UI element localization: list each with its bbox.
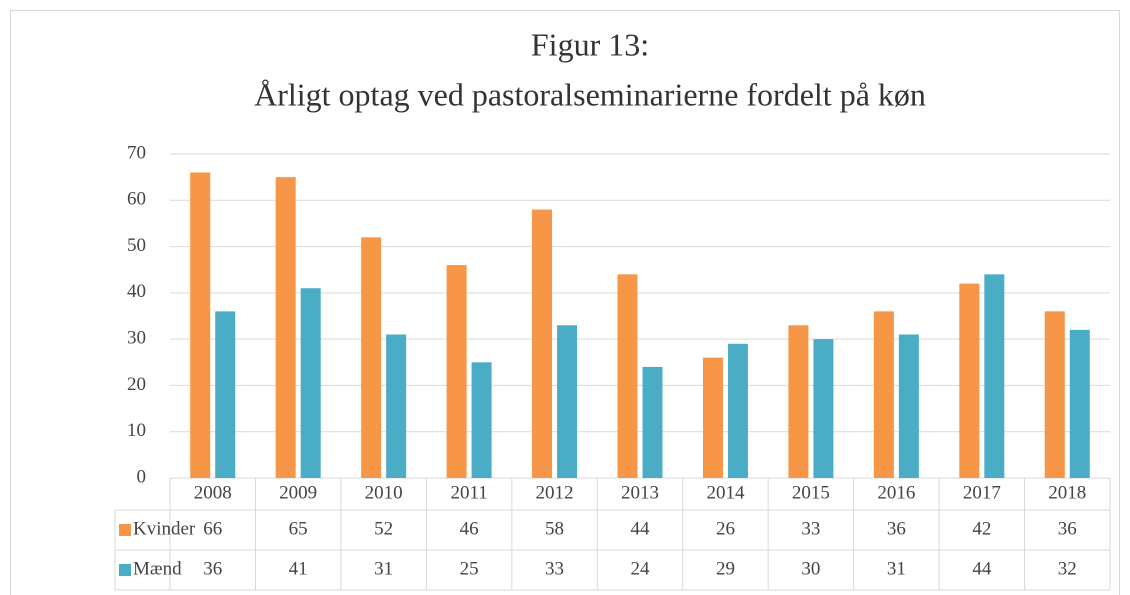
x-tick-label: 2008 — [194, 482, 232, 503]
bar — [788, 325, 809, 478]
y-tick-label: 70 — [127, 142, 146, 163]
table-value: 26 — [716, 518, 735, 539]
y-tick-label: 0 — [137, 466, 147, 487]
table-value: 36 — [1058, 518, 1077, 539]
bar — [446, 265, 467, 478]
x-tick-label: 2011 — [450, 482, 487, 503]
y-tick-label: 60 — [127, 189, 146, 210]
y-tick-label: 10 — [127, 420, 146, 441]
table-value: 52 — [374, 518, 393, 539]
table-value: 30 — [801, 558, 820, 579]
table-value: 46 — [460, 518, 479, 539]
table-value: 44 — [631, 518, 651, 539]
x-tick-label: 2016 — [877, 482, 915, 503]
bar — [898, 334, 919, 478]
table-value: 24 — [631, 558, 651, 579]
bar — [1044, 311, 1065, 478]
legend-swatch — [119, 524, 131, 536]
y-tick-label: 40 — [127, 281, 146, 302]
bar — [617, 274, 638, 478]
y-tick-label: 30 — [127, 328, 146, 349]
bar — [471, 362, 492, 478]
table-value: 33 — [801, 518, 820, 539]
bar — [557, 325, 578, 478]
bar — [727, 343, 748, 478]
bar — [702, 357, 723, 478]
bar — [532, 209, 553, 479]
x-tick-label: 2013 — [621, 482, 659, 503]
table-value: 33 — [545, 558, 564, 579]
bar — [984, 274, 1005, 478]
bar — [873, 311, 894, 478]
y-tick-label: 50 — [127, 235, 146, 256]
table-value: 25 — [460, 558, 479, 579]
legend-swatch — [119, 564, 131, 576]
bar — [300, 288, 321, 478]
table-value: 58 — [545, 518, 564, 539]
x-tick-label: 2012 — [536, 482, 574, 503]
x-tick-label: 2009 — [279, 482, 317, 503]
table-value: 36 — [887, 518, 906, 539]
x-tick-label: 2010 — [365, 482, 403, 503]
table-value: 42 — [972, 518, 991, 539]
table-value: 65 — [289, 518, 308, 539]
table-value: 41 — [289, 558, 308, 579]
table-value: 66 — [203, 518, 222, 539]
bar — [813, 339, 834, 478]
bar — [361, 237, 382, 478]
bar — [275, 177, 296, 478]
x-tick-label: 2015 — [792, 482, 830, 503]
x-tick-label: 2017 — [963, 482, 1001, 503]
y-tick-label: 20 — [127, 374, 146, 395]
table-value: 31 — [374, 558, 393, 579]
table-value: 44 — [972, 558, 992, 579]
bar — [190, 172, 211, 478]
table-value: 36 — [203, 558, 222, 579]
table-value: 31 — [887, 558, 906, 579]
chart-title: Årligt optag ved pastoralseminarierne fo… — [254, 76, 926, 112]
legend-label: Kvinder — [133, 518, 196, 539]
bar — [642, 366, 663, 478]
bar — [215, 311, 236, 478]
bar — [959, 283, 980, 478]
bar — [386, 334, 407, 478]
table-value: 29 — [716, 558, 735, 579]
x-tick-label: 2014 — [706, 482, 745, 503]
x-tick-label: 2018 — [1048, 482, 1086, 503]
table-value: 32 — [1058, 558, 1077, 579]
chart-title: Figur 13: — [531, 26, 649, 62]
bar — [1069, 329, 1090, 478]
legend-label: Mænd — [133, 558, 182, 579]
